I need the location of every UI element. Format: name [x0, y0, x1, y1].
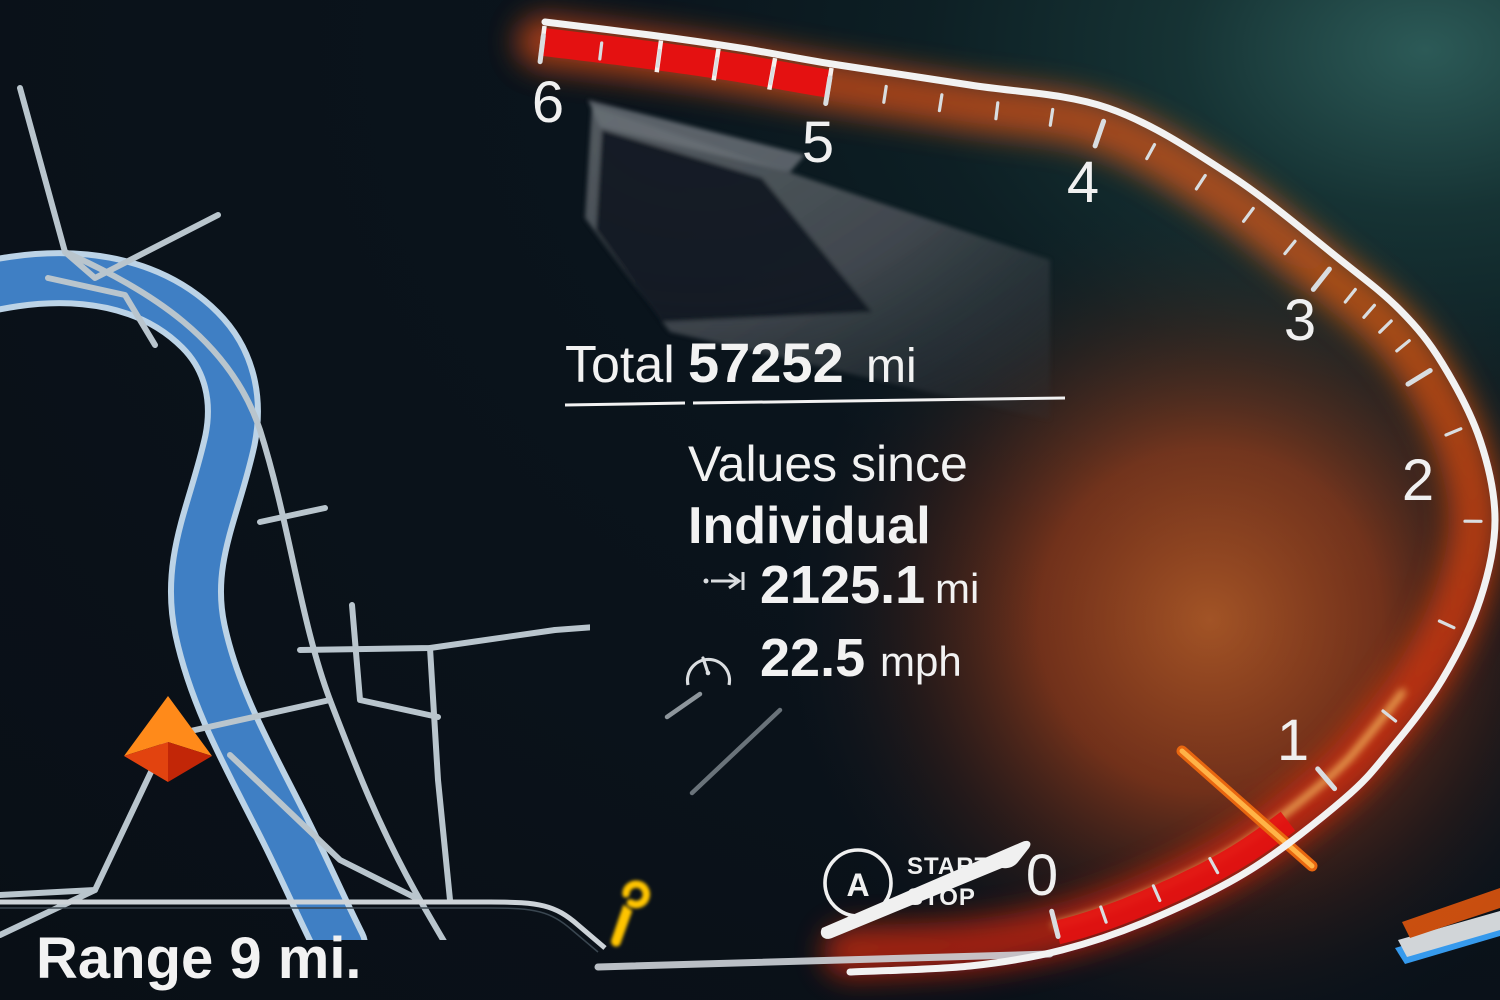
svg-text:2: 2: [1402, 448, 1434, 513]
svg-text:6: 6: [532, 70, 564, 135]
svg-text:1: 1: [1277, 708, 1309, 773]
svg-text:A: A: [846, 867, 869, 903]
svg-text:22.5: 22.5: [760, 628, 865, 688]
svg-text:mph: mph: [880, 638, 962, 685]
svg-text:Total: Total: [565, 336, 675, 394]
svg-text:Values since: Values since: [688, 436, 968, 492]
svg-text:Range 9 mi.: Range 9 mi.: [36, 926, 362, 991]
svg-text:5: 5: [802, 110, 834, 175]
svg-text:mi: mi: [866, 340, 917, 393]
svg-text:4: 4: [1067, 150, 1099, 215]
svg-text:57252: 57252: [688, 331, 844, 394]
svg-text:0: 0: [1026, 843, 1058, 908]
svg-text:2125.1: 2125.1: [760, 555, 925, 615]
svg-text:3: 3: [1284, 288, 1316, 353]
svg-text:mi: mi: [935, 565, 979, 612]
svg-text:Individual: Individual: [688, 497, 931, 555]
